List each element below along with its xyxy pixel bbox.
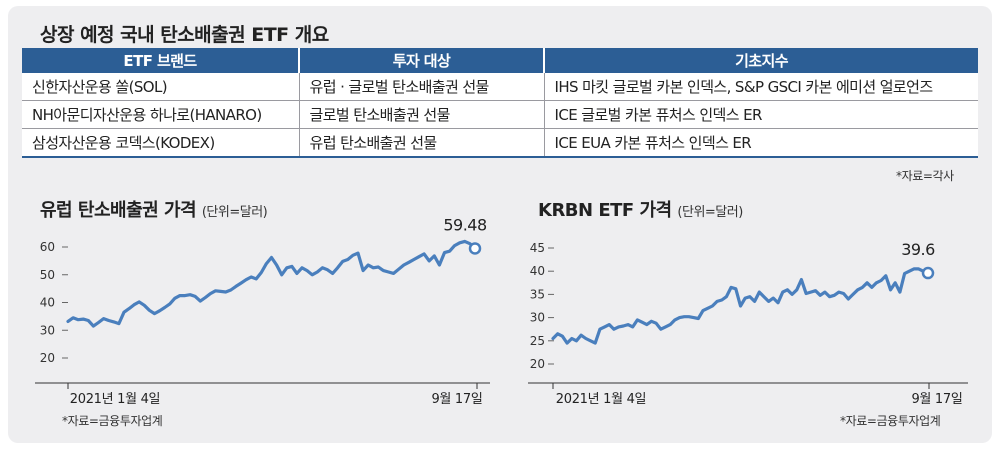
table-cell: 유럽 · 글로벌 탄소배출권 선물	[298, 73, 544, 101]
chart-title-text: KRBN ETF 가격	[538, 200, 672, 221]
y-tick-label: 45	[530, 241, 545, 255]
table-cell: ICE 글로벌 카본 퓨처스 인덱스 ER	[543, 100, 978, 129]
x-tick-label: 2021년 1월 4일	[70, 392, 160, 407]
y-tick-label: 40	[530, 264, 545, 278]
y-tick-label: 40	[40, 296, 55, 310]
series-line	[66, 239, 477, 328]
table-cell: 삼성자산운용 코덱스(KODEX)	[22, 128, 299, 158]
chart-europe-carbon: 20 30 40 50 60 2021년 1월 4일 9월 17일 59.48	[35, 215, 490, 407]
y-tick-label: 25	[530, 334, 545, 348]
table-source-note: *자료=각사	[896, 169, 954, 183]
chart-source-note: *자료=금융투자업계	[840, 414, 941, 428]
table-cell: 글로벌 탄소배출권 선물	[298, 100, 544, 129]
table-cell: 신한자산운용 쏠(SOL)	[22, 73, 299, 101]
table-row: NH아문디자산운용 하나로(HANARO) 글로벌 탄소배출권 선물 ICE 글…	[22, 100, 978, 129]
etf-overview-table: ETF 브랜드 투자 대상 기초지수 신한자산운용 쏠(SOL) 유럽 · 글로…	[22, 48, 978, 158]
page-title: 상장 예정 국내 탄소배출권 ETF 개요	[40, 24, 329, 46]
end-value-label: 59.48	[443, 215, 487, 234]
y-tick-label: 60	[40, 240, 55, 254]
x-tick-label: 9월 17일	[431, 392, 482, 407]
x-tick-label: 2021년 1월 4일	[556, 392, 646, 407]
y-tick-label: 30	[530, 311, 545, 325]
series-line	[551, 267, 930, 345]
end-point-marker	[921, 266, 935, 280]
table-cell: IHS 마킷 글로벌 카본 인덱스, S&P GSCI 카본 에미션 얼로언즈	[543, 73, 978, 101]
y-tick-label: 35	[530, 287, 545, 301]
table-header-cell: ETF 브랜드	[22, 48, 299, 73]
table-cell: 유럽 탄소배출권 선물	[298, 128, 544, 158]
chart-krbn-etf: 20 25 30 35 40 45 2021년 1월 4일 9월 17일 39.6	[528, 240, 968, 407]
y-tick-label: 20	[530, 357, 545, 371]
table-row: 삼성자산운용 코덱스(KODEX) 유럽 탄소배출권 선물 ICE EUA 카본…	[22, 128, 978, 158]
end-value-label: 39.6	[901, 240, 935, 259]
end-point-marker	[468, 242, 482, 255]
table-cell: NH아문디자산운용 하나로(HANARO)	[22, 100, 299, 129]
table-row: 신한자산운용 쏠(SOL) 유럽 · 글로벌 탄소배출권 선물 IHS 마킷 글…	[22, 73, 978, 101]
x-tick-label: 9월 17일	[911, 392, 962, 407]
chart-unit: (단위=달러)	[201, 205, 268, 220]
chart-title-text: 유럽 탄소배출권 가격	[40, 200, 197, 221]
y-tick-label: 30	[40, 323, 55, 337]
y-tick-label: 50	[40, 268, 55, 282]
chart-title-krbn: KRBN ETF 가격 (단위=달러)	[538, 196, 743, 222]
y-tick-label: 20	[40, 351, 55, 365]
table-header-cell: 기초지수	[543, 48, 978, 73]
table-header-cell: 투자 대상	[298, 48, 544, 73]
table-cell: ICE EUA 카본 퓨처스 인덱스 ER	[543, 128, 978, 158]
chart-source-note: *자료=금융투자업계	[62, 414, 163, 428]
table-header-row: ETF 브랜드 투자 대상 기초지수	[22, 48, 978, 73]
chart-unit: (단위=달러)	[677, 205, 743, 220]
chart-title-europe: 유럽 탄소배출권 가격 (단위=달러)	[40, 196, 268, 222]
